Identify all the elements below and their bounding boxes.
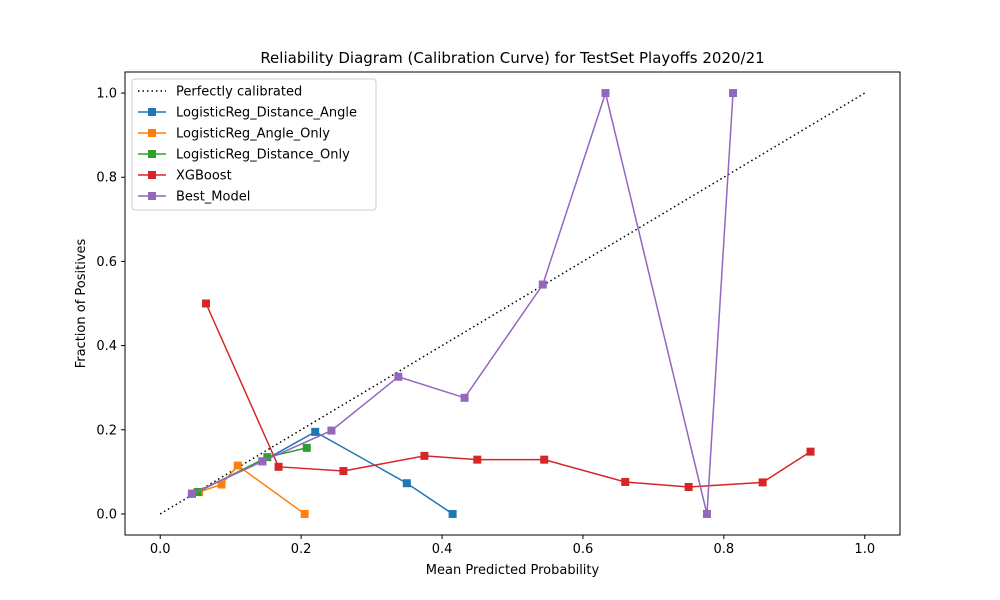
series-logisticreg-angle-only	[194, 461, 309, 518]
y-tick-label: 0.0	[96, 507, 117, 522]
legend-label: Perfectly calibrated	[176, 85, 302, 100]
series-point	[729, 89, 738, 98]
chart-title: Reliability Diagram (Calibration Curve) …	[260, 49, 764, 67]
y-axis-ticks: 0.0 0.2 0.4 0.6 0.8 1.0	[96, 87, 125, 522]
series-point	[460, 393, 469, 402]
x-tick-label: 0.4	[432, 542, 453, 557]
series-point	[263, 453, 272, 462]
series-point	[217, 480, 226, 489]
x-axis-label: Mean Predicted Probability	[426, 563, 600, 578]
legend-label: XGBoost	[176, 169, 232, 184]
legend: Perfectly calibrated LogisticReg_Distance…	[131, 78, 377, 211]
series-point	[300, 509, 309, 518]
plot-frame	[124, 71, 901, 536]
series-point	[538, 280, 547, 289]
series-point	[193, 488, 202, 497]
series-point	[402, 479, 411, 488]
series-point	[473, 455, 482, 464]
series-logisticreg-distance-angle	[187, 427, 457, 518]
series-line	[197, 447, 307, 493]
series-point	[394, 372, 403, 381]
legend-item: LogisticReg_Distance_Only	[138, 148, 350, 163]
series-point	[448, 509, 457, 518]
plot-area	[159, 89, 866, 518]
legend-swatch-marker	[148, 171, 156, 179]
legend-item: Perfectly calibrated	[138, 85, 302, 100]
series-point	[233, 461, 242, 470]
legend-box	[131, 78, 377, 211]
x-tick-label: 0.6	[573, 542, 594, 557]
series-point	[187, 489, 196, 498]
legend-item: Best_Model	[138, 190, 250, 205]
series-point	[202, 299, 211, 308]
series-point	[758, 478, 767, 487]
legend-label: LogisticReg_Angle_Only	[176, 127, 330, 142]
series-point	[420, 451, 429, 460]
series-point	[274, 462, 283, 471]
series-point	[339, 467, 348, 476]
y-axis-label: Fraction of Positives	[74, 238, 89, 368]
series-point	[327, 426, 336, 435]
series-xgboost	[202, 299, 815, 492]
series-point	[621, 477, 630, 486]
legend-swatch-marker	[148, 150, 156, 158]
legend-item: LogisticReg_Angle_Only	[138, 127, 330, 142]
series-point	[702, 509, 711, 518]
legend-item: XGBoost	[138, 169, 232, 184]
legend-label: LogisticReg_Distance_Only	[176, 148, 350, 163]
x-tick-label: 0.8	[714, 542, 735, 557]
x-tick-label: 0.2	[291, 542, 312, 557]
series-point	[540, 455, 549, 464]
y-tick-label: 0.6	[96, 255, 117, 270]
y-tick-label: 0.8	[96, 171, 117, 186]
series-point	[258, 457, 267, 466]
perfect-calibration-line	[159, 92, 866, 515]
y-tick-label: 1.0	[96, 87, 117, 102]
x-tick-label: 0.0	[150, 542, 171, 557]
y-tick-label: 0.4	[96, 339, 117, 354]
series-point	[311, 427, 320, 436]
y-tick-label: 0.2	[96, 423, 117, 438]
legend-swatch-marker	[148, 108, 156, 116]
series-line	[205, 303, 811, 488]
x-tick-label: 1.0	[854, 542, 875, 557]
legend-label: LogisticReg_Distance_Angle	[176, 106, 357, 121]
series-best-model	[187, 89, 738, 518]
series-point	[601, 89, 610, 98]
series-point	[302, 443, 311, 452]
series-point	[806, 447, 815, 456]
x-axis-ticks: 0.0 0.2 0.4 0.6 0.8 1.0	[150, 535, 875, 557]
legend-item: LogisticReg_Distance_Angle	[138, 106, 357, 121]
legend-swatch-marker	[148, 192, 156, 200]
series-line	[198, 464, 306, 515]
legend-label: Best_Model	[176, 190, 250, 205]
series-point	[684, 483, 693, 492]
legend-swatch-marker	[148, 129, 156, 137]
